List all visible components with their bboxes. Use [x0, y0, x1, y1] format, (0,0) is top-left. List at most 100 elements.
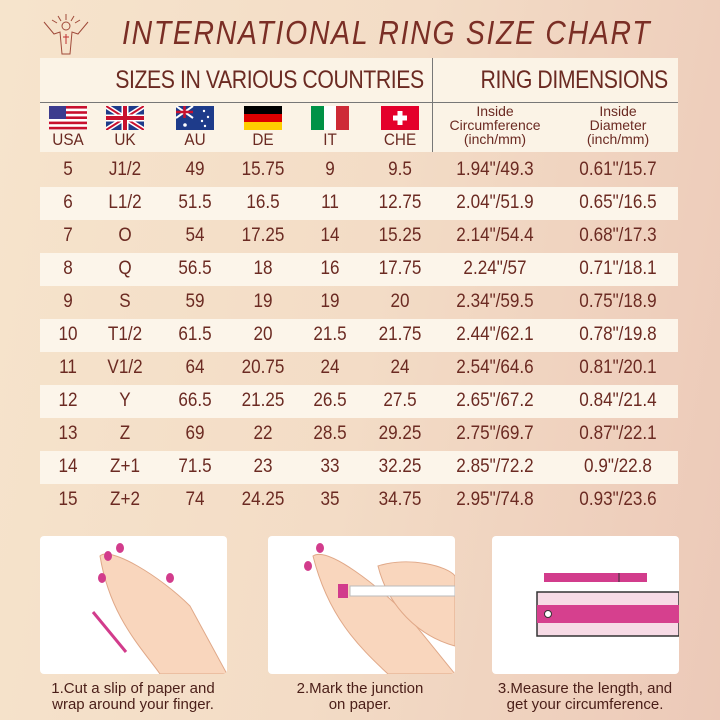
cell-uk: Y [119, 390, 131, 411]
it-flag-icon [311, 106, 349, 130]
cell-de: 22 [253, 423, 273, 444]
caption-line: on paper. [328, 696, 392, 713]
table-row: 15 Z+2 74 24.25 35 34.75 2.95"/74.8 0.93"/23.6 [40, 484, 678, 517]
cell-au: 54 [185, 225, 205, 246]
cell-au: 71.5 [178, 456, 212, 477]
cell-diameter: 0.65"/16.5 [579, 192, 657, 213]
hand-with-paper-icon [91, 543, 227, 674]
cell-de: 17.25 [241, 225, 285, 246]
cell-uk: T1/2 [107, 324, 143, 345]
table-header: SIZES IN VARIOUS COUNTRIES RING DIMENSIO… [40, 58, 678, 152]
divider [40, 102, 678, 103]
cell-usa: 5 [63, 159, 73, 180]
cell-usa: 12 [58, 390, 78, 411]
cell-che: 34.75 [378, 489, 422, 510]
cell-uk: Z [119, 423, 131, 444]
step-1-illustration [40, 536, 227, 674]
cell-au: 59 [185, 291, 205, 312]
divider [432, 58, 433, 152]
uk-flag-icon [106, 106, 144, 130]
cell-diameter: 0.75"/18.9 [579, 291, 657, 312]
cell-diameter: 0.9"/22.8 [584, 456, 652, 477]
table-row: 8 Q 56.5 18 16 17.75 2.24"/57 0.71"/18.1 [40, 253, 678, 286]
cell-it: 35 [320, 489, 340, 510]
cell-circumference: 2.44"/62.1 [456, 324, 534, 345]
cell-it: 11 [321, 192, 339, 213]
table-row: 13 Z 69 22 28.5 29.25 2.75"/69.7 0.87"/22.1 [40, 418, 678, 451]
cell-circumference: 2.34"/59.5 [456, 291, 534, 312]
logo-icon [43, 14, 89, 55]
ruler-icon [536, 573, 679, 637]
cell-usa: 9 [63, 291, 73, 312]
cell-uk: Q [118, 258, 132, 279]
caption-line: get your circumference. [506, 696, 664, 713]
table-row: 11 V1/2 64 20.75 24 24 2.54"/64.6 0.81"/20.1 [40, 352, 678, 385]
cell-circumference: 2.65"/67.2 [456, 390, 534, 411]
table-row: 14 Z+1 71.5 23 33 32.25 2.85"/72.2 0.9"/22.8 [40, 451, 678, 484]
cell-usa: 15 [58, 489, 78, 510]
cell-au: 69 [185, 423, 205, 444]
cell-it: 28.5 [313, 423, 347, 444]
caption-line: 3.Measure the length, and [497, 680, 673, 697]
cell-diameter: 0.71"/18.1 [579, 258, 657, 279]
caption-line: 2.Mark the junction [296, 680, 424, 697]
step-1-caption: 1.Cut a slip of paper and wrap around you… [51, 681, 214, 713]
header-line: Inside [599, 103, 637, 119]
cell-che: 15.25 [378, 225, 422, 246]
cell-diameter: 0.81"/20.1 [579, 357, 657, 378]
cell-de: 21.25 [241, 390, 285, 411]
cell-diameter: 0.84"/21.4 [579, 390, 657, 411]
header-line: (inch/mm) [463, 131, 527, 147]
diameter-header: Inside Diameter (inch/mm) [587, 104, 649, 146]
cell-au: 61.5 [178, 324, 212, 345]
cell-au: 49 [185, 159, 205, 180]
cell-circumference: 2.04"/51.9 [456, 192, 534, 213]
step-2-illustration [268, 536, 455, 674]
cell-de: 15.75 [241, 159, 285, 180]
cell-uk: L1/2 [108, 192, 142, 213]
hand-with-pencil-icon [304, 543, 455, 674]
cell-che: 27.5 [383, 390, 417, 411]
cell-it: 14 [320, 225, 340, 246]
ch-flag-icon [381, 106, 419, 130]
cell-che: 20 [390, 291, 410, 312]
cell-circumference: 2.85"/72.2 [456, 456, 534, 477]
step-3-illustration [492, 536, 679, 674]
table-row: 7 O 54 17.25 14 15.25 2.14"/54.4 0.68"/17.3 [40, 220, 678, 253]
cell-de: 20 [253, 324, 273, 345]
us-flag-icon [49, 106, 87, 130]
cell-diameter: 0.87"/22.1 [579, 423, 657, 444]
cell-it: 26.5 [313, 390, 347, 411]
cell-che: 29.25 [378, 423, 422, 444]
country-label: DE [252, 130, 274, 149]
sizes-heading: SIZES IN VARIOUS COUNTRIES [115, 66, 424, 94]
cell-uk: J1/2 [108, 159, 142, 180]
cell-it: 16 [320, 258, 340, 279]
cell-au: 64 [185, 357, 205, 378]
cell-circumference: 2.24"/57 [463, 258, 527, 279]
step-3-caption: 3.Measure the length, and get your circum… [498, 681, 672, 713]
country-label: USA [52, 130, 84, 149]
cell-it: 21.5 [313, 324, 347, 345]
header-line: Inside [476, 103, 514, 119]
cell-de: 24.25 [241, 489, 285, 510]
cell-circumference: 1.94"/49.3 [456, 159, 534, 180]
country-label: IT [323, 130, 337, 149]
cell-usa: 11 [59, 357, 77, 378]
cell-uk: S [119, 291, 131, 312]
cell-de: 18 [253, 258, 273, 279]
table-row: 10 T1/2 61.5 20 21.5 21.75 2.44"/62.1 0.78"/19.… [40, 319, 678, 352]
cell-circumference: 2.54"/64.6 [456, 357, 534, 378]
cell-au: 66.5 [178, 390, 212, 411]
cell-che: 21.75 [378, 324, 422, 345]
cell-uk: V1/2 [107, 357, 143, 378]
cell-usa: 10 [58, 324, 78, 345]
cell-usa: 8 [63, 258, 73, 279]
caption-line: wrap around your finger. [52, 696, 214, 713]
country-label: CHE [383, 130, 417, 149]
cell-usa: 7 [63, 225, 73, 246]
cell-au: 56.5 [178, 258, 212, 279]
au-flag-icon [176, 106, 214, 130]
cell-che: 24 [390, 357, 410, 378]
cell-che: 9.5 [388, 159, 412, 180]
